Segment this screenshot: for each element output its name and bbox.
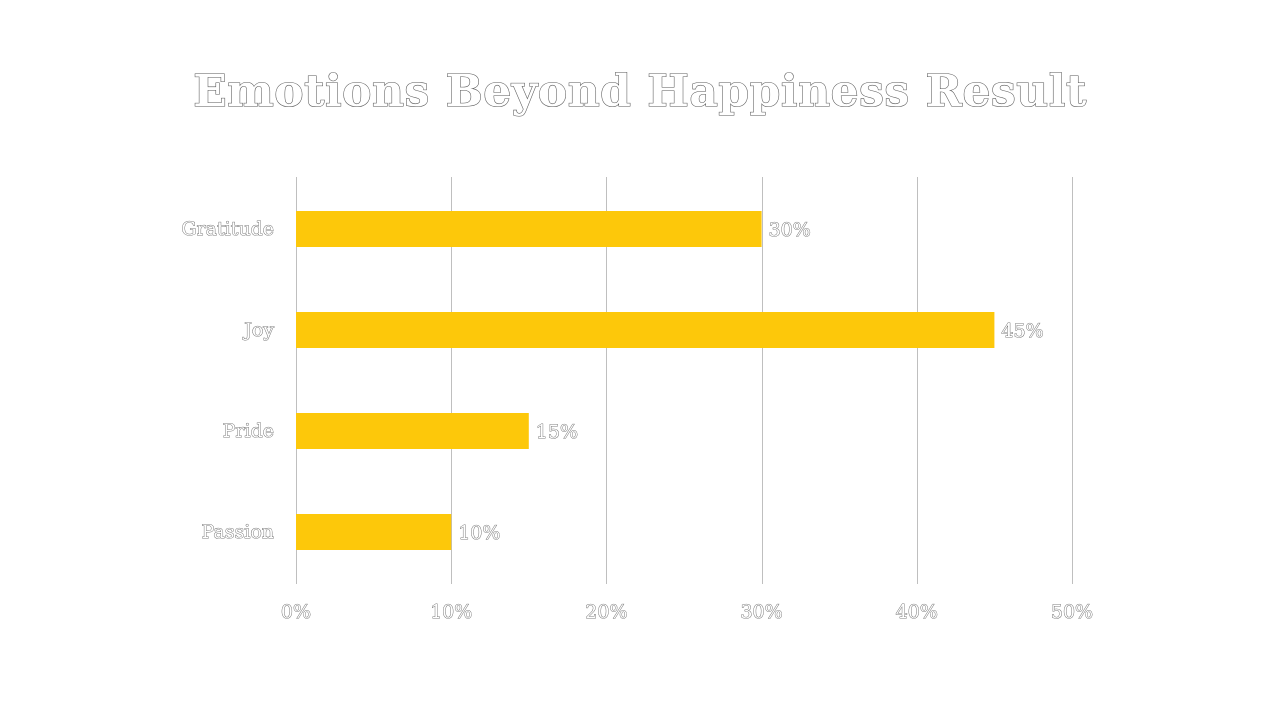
x-tick-label: 10%: [430, 601, 472, 623]
x-tick-label: 40%: [896, 601, 938, 623]
bar-joy: [296, 312, 995, 348]
x-tick-label: 30%: [740, 601, 782, 623]
category-label: Gratitude: [181, 218, 274, 240]
x-tick-label: 20%: [585, 601, 627, 623]
x-tick-label: 50%: [1051, 601, 1093, 623]
data-label: 30%: [769, 219, 811, 241]
bar-pride: [296, 413, 529, 449]
data-label: 10%: [458, 522, 500, 544]
category-label: Joy: [242, 319, 274, 341]
data-label: 15%: [536, 421, 578, 443]
category-label: Pride: [223, 420, 274, 442]
chart-title: Emotions Beyond Happiness Result: [193, 66, 1087, 117]
x-tick-label: 0%: [281, 601, 311, 623]
bar-gratitude: [296, 211, 762, 247]
data-label: 45%: [1001, 320, 1043, 342]
labels: 0% 10% 20% 30% 40% 50% Gratitude 30% Joy 45% Pride…: [181, 218, 1094, 624]
category-label: Passion: [201, 521, 274, 543]
bars: [296, 211, 995, 550]
bar-passion: [296, 514, 452, 550]
